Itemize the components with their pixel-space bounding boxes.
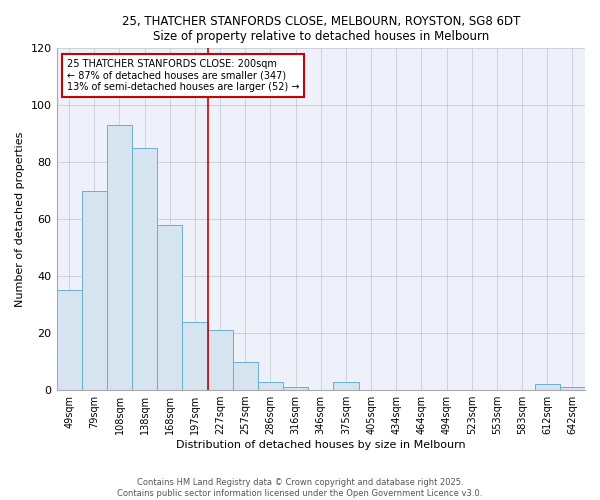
Text: Contains HM Land Registry data © Crown copyright and database right 2025.
Contai: Contains HM Land Registry data © Crown c… [118, 478, 482, 498]
X-axis label: Distribution of detached houses by size in Melbourn: Distribution of detached houses by size … [176, 440, 466, 450]
Bar [107, 125, 132, 390]
Bar [233, 362, 258, 390]
Title: 25, THATCHER STANFORDS CLOSE, MELBOURN, ROYSTON, SG8 6DT
Size of property relati: 25, THATCHER STANFORDS CLOSE, MELBOURN, … [122, 15, 520, 43]
Bar [82, 190, 107, 390]
Bar [560, 387, 585, 390]
Bar [182, 322, 208, 390]
Bar [56, 290, 82, 390]
Bar [208, 330, 233, 390]
Y-axis label: Number of detached properties: Number of detached properties [15, 132, 25, 307]
Bar [334, 382, 359, 390]
Bar [157, 225, 182, 390]
Bar [132, 148, 157, 390]
Bar [258, 382, 283, 390]
Bar [283, 387, 308, 390]
Text: 25 THATCHER STANFORDS CLOSE: 200sqm
← 87% of detached houses are smaller (347)
1: 25 THATCHER STANFORDS CLOSE: 200sqm ← 87… [67, 58, 299, 92]
Bar [535, 384, 560, 390]
